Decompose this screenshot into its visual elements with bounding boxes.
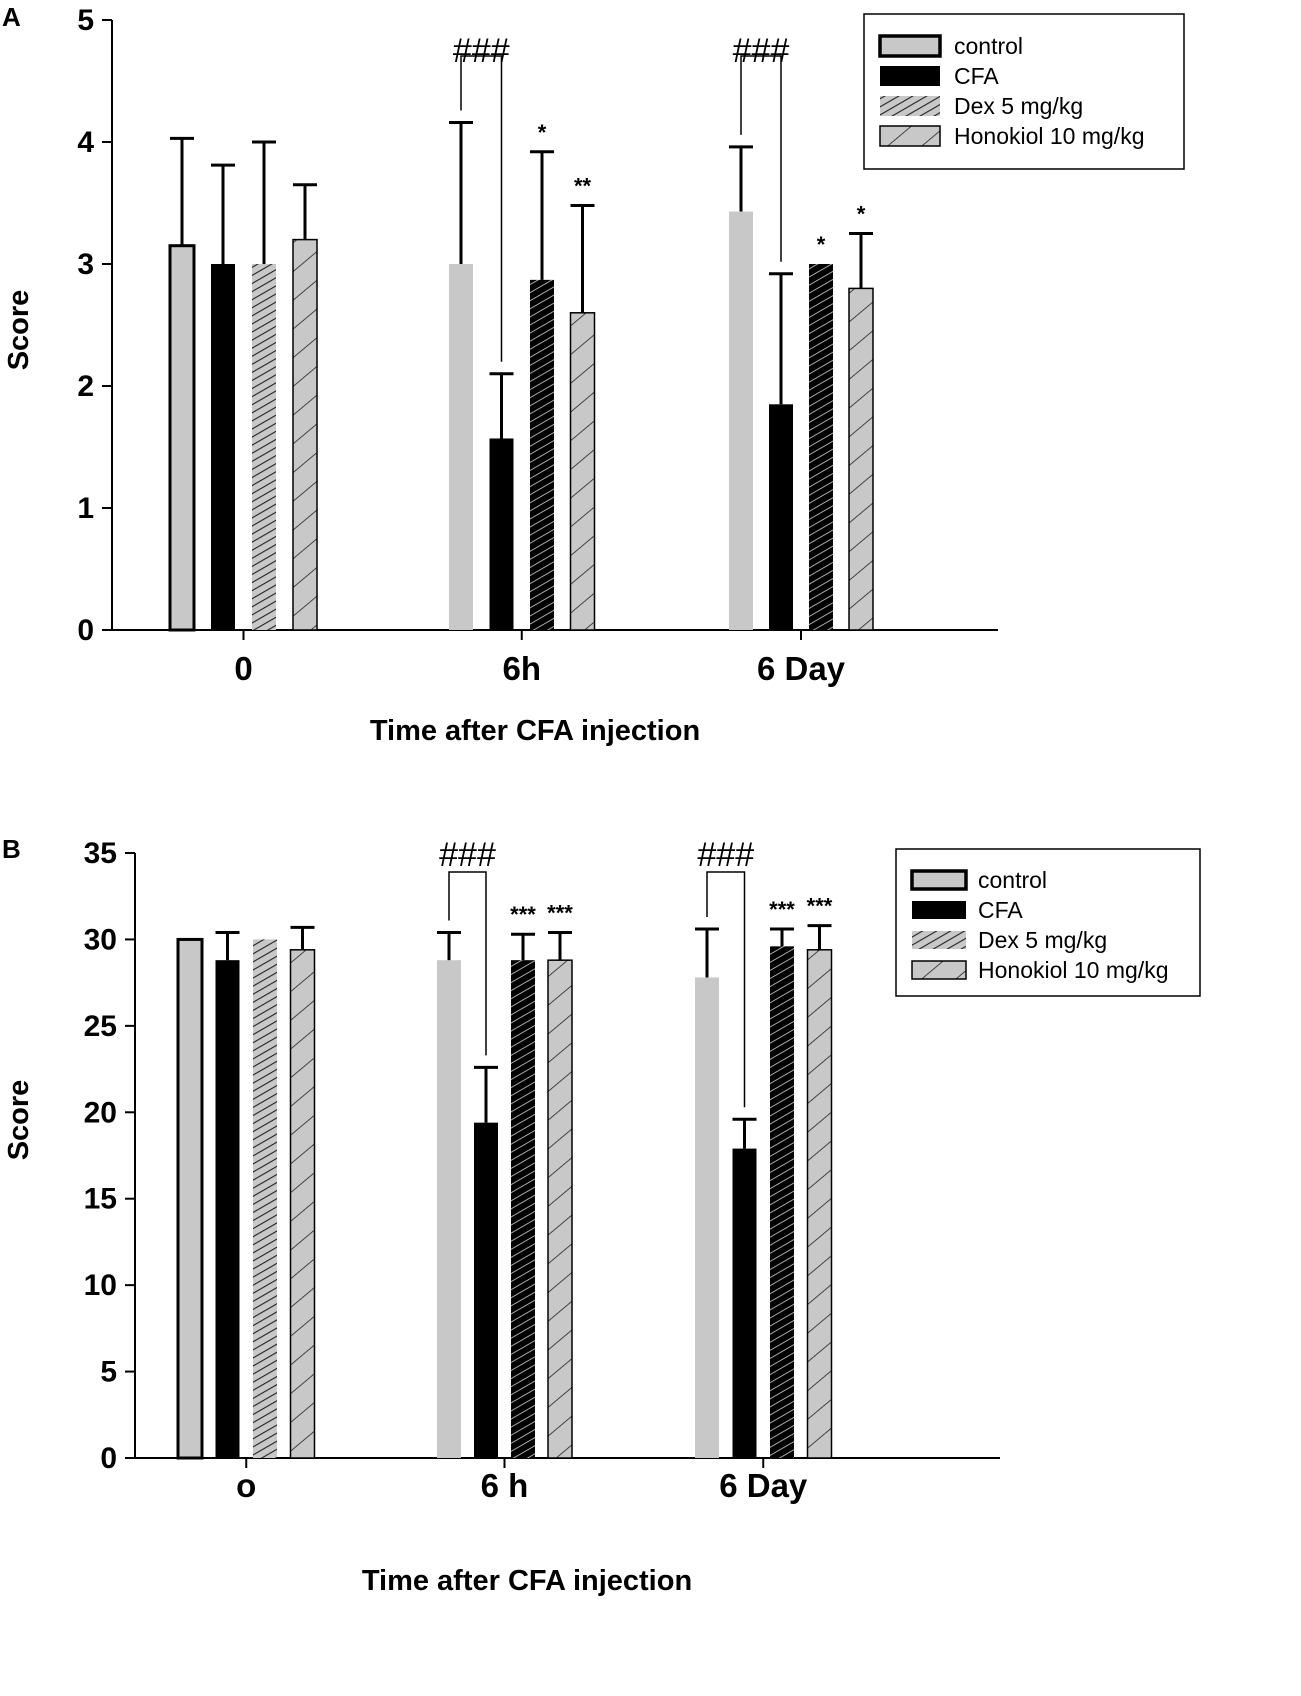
bar-cfa — [474, 1122, 498, 1458]
y-tick-label: 5 — [77, 4, 94, 37]
x-tick-label: o — [236, 1467, 256, 1504]
y-tick-label: 35 — [84, 837, 117, 870]
significance-label: *** — [510, 902, 536, 927]
legend-swatch — [880, 96, 940, 116]
x-tick-label: 0 — [234, 650, 252, 687]
y-tick-label: 30 — [84, 923, 117, 956]
y-tick-label: 0 — [77, 614, 94, 647]
x-axis-title: Time after CFA injection — [362, 1565, 692, 1597]
bar-honokiol-10-mg-kg — [547, 959, 573, 1459]
legend-label: Honokiol 10 mg/kg — [978, 957, 1169, 983]
legend-label: CFA — [954, 63, 999, 89]
y-tick-label: 0 — [100, 1442, 117, 1475]
legend-swatch — [910, 869, 968, 891]
y-tick-label: 3 — [77, 248, 94, 281]
bar-cfa — [769, 404, 793, 630]
bar-control — [168, 244, 196, 632]
legend-label: control — [978, 867, 1047, 893]
x-axis-title: Time after CFA injection — [370, 715, 700, 747]
y-tick-label: 15 — [84, 1183, 117, 1216]
legend-swatch — [911, 960, 967, 980]
bracket-label: ### — [439, 836, 496, 874]
y-tick-label: 2 — [77, 370, 94, 403]
bar-cfa — [489, 438, 514, 630]
significance-label: * — [857, 202, 866, 227]
y-tick-label: 25 — [84, 1010, 117, 1043]
bar-dex-5-mg-kg — [252, 264, 276, 630]
bar-honokiol-10-mg-kg — [806, 949, 833, 1459]
bar-control — [176, 937, 204, 1460]
bar-honokiol-10-mg-kg — [848, 287, 874, 631]
x-tick-label: 6h — [502, 650, 541, 687]
legend-label: control — [954, 33, 1023, 59]
x-tick-label: 6 Day — [757, 650, 846, 687]
bar-honokiol-10-mg-kg — [569, 312, 596, 631]
legend-swatch — [879, 125, 941, 147]
bracket-label: ### — [697, 836, 754, 874]
bar-honokiol-10-mg-kg — [289, 949, 316, 1459]
y-tick-label: 20 — [84, 1096, 117, 1129]
bar-cfa — [732, 1148, 757, 1458]
significance-label: * — [538, 120, 547, 145]
bar-control — [695, 977, 719, 1458]
bar-dex-5-mg-kg — [511, 960, 535, 1458]
x-tick-label: 6 Day — [719, 1467, 808, 1504]
legend-swatch — [912, 931, 966, 949]
legend-swatch — [912, 901, 966, 919]
legend-label: CFA — [978, 897, 1023, 923]
bar-control — [437, 960, 461, 1458]
panel-label: B — [2, 834, 21, 864]
significance-label: *** — [769, 897, 795, 922]
y-axis-title: Score — [3, 1080, 35, 1161]
panel-b: 0 5 10 15 20 25 30 35 o 6 h 6 Day *** *** *** *** ### ##… — [2, 834, 1201, 1597]
significance-label: *** — [807, 894, 833, 919]
bar-cfa — [211, 264, 235, 630]
bar-dex-5-mg-kg — [770, 946, 794, 1458]
y-tick-label: 4 — [77, 126, 94, 159]
bar-cfa — [215, 960, 240, 1458]
legend-label: Dex 5 mg/kg — [954, 93, 1083, 119]
x-tick-label: 6 h — [481, 1467, 529, 1504]
bar-dex-5-mg-kg — [809, 264, 833, 630]
legend-label: Dex 5 mg/kg — [978, 927, 1107, 953]
legend-swatch — [878, 34, 942, 58]
y-tick-label: 1 — [77, 492, 94, 525]
significance-bracket — [706, 871, 746, 1108]
significance-label: ** — [574, 173, 592, 198]
y-axis-title: Score — [3, 290, 35, 371]
significance-bracket — [448, 871, 487, 1056]
bar-dex-5-mg-kg — [530, 279, 554, 630]
panel-label: A — [2, 2, 21, 32]
bar-dex-5-mg-kg — [253, 939, 277, 1458]
bracket-label: ### — [453, 32, 510, 70]
legend-swatch — [880, 66, 940, 86]
y-tick-label: 10 — [84, 1269, 117, 1302]
significance-label: * — [817, 232, 826, 257]
bracket-label: ### — [733, 32, 790, 70]
legend-label: Honokiol 10 mg/kg — [954, 123, 1145, 149]
significance-label: *** — [547, 901, 573, 926]
y-tick-label: 5 — [100, 1356, 117, 1389]
significance-bracket — [740, 55, 782, 262]
bar-honokiol-10-mg-kg — [292, 238, 318, 631]
significance-bracket — [460, 55, 503, 362]
bar-control — [449, 264, 473, 630]
bar-control — [729, 211, 753, 631]
